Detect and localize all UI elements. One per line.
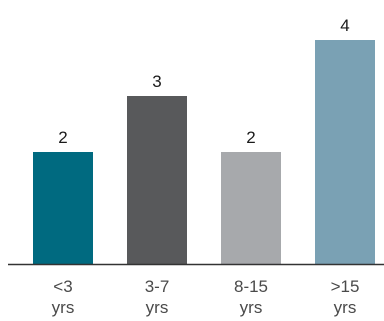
value-labels-group: 2 3 2 4 (58, 16, 349, 147)
bars-group (33, 40, 375, 264)
bar-1 (127, 96, 187, 264)
category-labels-group: <3 yrs 3-7 yrs 8-15 yrs >15 yrs (52, 277, 360, 317)
value-label-2: 2 (246, 128, 255, 147)
bar-2 (221, 152, 281, 264)
category-label-0-line-2: yrs (52, 298, 75, 317)
category-label-2-line-2: yrs (240, 298, 263, 317)
bar-0 (33, 152, 93, 264)
category-label-2-line-1: 8-15 (234, 277, 268, 296)
bar-3 (315, 40, 375, 264)
value-label-3: 4 (340, 16, 349, 35)
category-label-1-line-1: 3-7 (145, 277, 170, 296)
category-label-0-line-1: <3 (53, 277, 72, 296)
category-label-3-line-2: yrs (334, 298, 357, 317)
category-label-1-line-2: yrs (146, 298, 169, 317)
value-label-1: 3 (152, 72, 161, 91)
value-label-0: 2 (58, 128, 67, 147)
category-label-3-line-1: >15 (331, 277, 360, 296)
